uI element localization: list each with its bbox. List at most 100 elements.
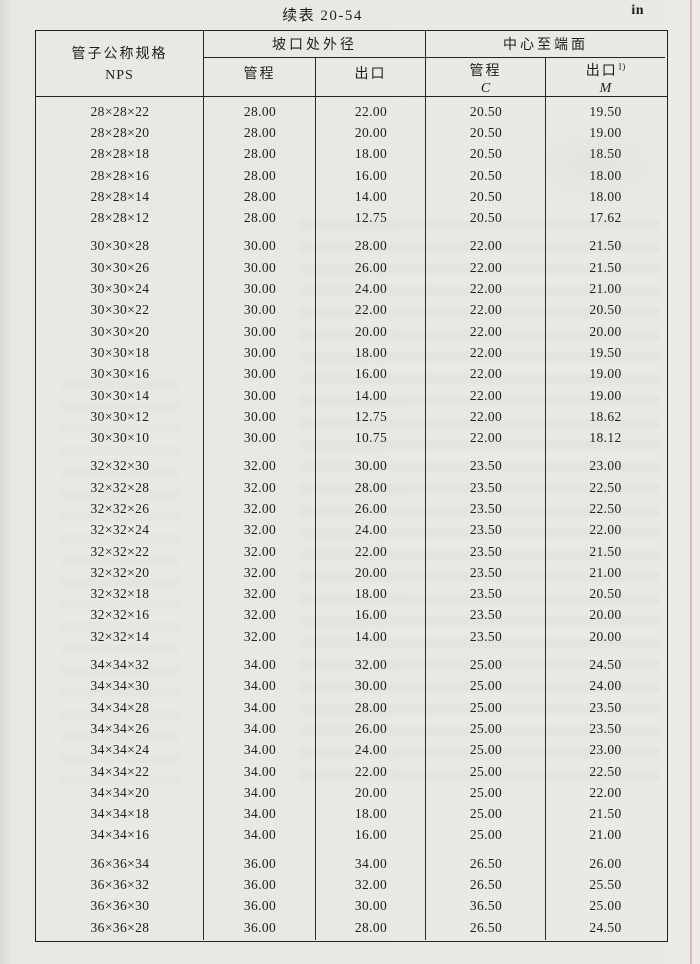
cell-od-outlet: 18.00: [354, 146, 388, 162]
cell-nps: 30×30×10: [90, 430, 150, 446]
cell-nps: 32×32×14: [90, 628, 150, 644]
cell-center-outlet-m: 19.00: [589, 124, 622, 140]
cell-od-run: 32.00: [243, 543, 277, 559]
cell-nps: 32×32×18: [90, 586, 150, 602]
cell-center-run-c: 22.00: [469, 430, 503, 446]
table-row: 32×32×20 32.00 20.00 23.50 21.00: [36, 562, 667, 583]
cell-center-run-c: 22.00: [469, 238, 503, 254]
cell-od-run: 36.00: [243, 919, 277, 935]
cell-nps: 30×30×18: [90, 344, 150, 360]
col-header-center-outlet: 出口1) M: [546, 58, 665, 96]
cell-nps: 36×36×30: [90, 898, 150, 914]
cell-od-run: 36.00: [243, 855, 277, 871]
cell-center-outlet-m: 23.50: [589, 720, 622, 736]
cell-center-outlet-m: 18.50: [589, 146, 622, 162]
table-row: 28×28×18 28.00 18.00 20.50 18.50: [36, 144, 667, 165]
cell-od-run: 28.00: [243, 188, 277, 204]
cell-od-outlet: 22.00: [354, 763, 388, 779]
cell-od-outlet: 32.00: [354, 657, 388, 673]
table-row: 30×30×26 30.00 26.00 22.00 21.50: [36, 257, 667, 278]
cell-center-outlet-m: 20.00: [589, 628, 622, 644]
cell-od-outlet: 22.00: [354, 302, 388, 318]
cell-nps: 36×36×32: [90, 877, 150, 893]
cell-nps: 34×34×26: [90, 720, 150, 736]
cell-od-run: 32.00: [243, 458, 277, 474]
cell-od-outlet: 30.00: [354, 898, 388, 914]
table-row: 34×34×26 34.00 26.00 25.00 23.50: [36, 718, 667, 739]
table-row: 28×28×12 28.00 12.75 20.50 17.62: [36, 207, 667, 228]
row-group: 30×30×28 30.00 28.00 22.00 21.50 30×30×2…: [36, 236, 667, 449]
nps-label-cn: 管子公称规格: [71, 47, 168, 62]
cell-center-outlet-m: 26.00: [589, 855, 622, 871]
cell-od-outlet: 18.00: [354, 344, 388, 360]
cell-nps: 34×34×28: [90, 699, 150, 715]
cell-center-run-c: 36.50: [469, 898, 503, 914]
table-row: 36×36×32 36.00 32.00 26.50 25.50: [36, 874, 667, 895]
cell-center-outlet-m: 19.50: [589, 103, 622, 119]
table-row: 32×32×22 32.00 22.00 23.50 21.50: [36, 541, 667, 562]
center-outlet-label: 出口1): [586, 60, 626, 80]
table-row: 30×30×14 30.00 14.00 22.00 19.00: [36, 385, 667, 406]
cell-center-outlet-m: 24.50: [589, 657, 622, 673]
cell-center-outlet-m: 21.50: [589, 238, 622, 254]
table-row: 36×36×30 36.00 30.00 36.50 25.00: [36, 896, 667, 917]
cell-nps: 36×36×34: [90, 855, 150, 871]
cell-od-outlet: 20.00: [354, 564, 388, 580]
cell-od-run: 28.00: [243, 167, 277, 183]
cell-center-outlet-m: 22.00: [589, 784, 622, 800]
cell-od-run: 30.00: [243, 344, 277, 360]
cell-center-run-c: 25.00: [469, 763, 503, 779]
cell-nps: 34×34×30: [90, 678, 150, 694]
cell-nps: 28×28×12: [90, 210, 150, 226]
cell-od-run: 30.00: [243, 366, 277, 382]
cell-center-run-c: 20.50: [469, 103, 503, 119]
cell-center-run-c: 23.50: [469, 607, 503, 623]
col-header-nps: 管子公称规格 NPS: [36, 31, 204, 96]
cell-od-run: 28.00: [243, 103, 277, 119]
cell-nps: 32×32×16: [90, 607, 150, 623]
cell-od-outlet: 26.00: [354, 720, 388, 736]
cell-nps: 32×32×20: [90, 564, 150, 580]
cell-center-outlet-m: 18.00: [589, 188, 622, 204]
table-row: 28×28×20 28.00 20.00 20.50 19.00: [36, 122, 667, 143]
cell-center-run-c: 22.00: [469, 408, 503, 424]
cell-center-run-c: 25.00: [469, 742, 503, 758]
cell-od-outlet: 22.00: [354, 103, 388, 119]
cell-od-run: 30.00: [243, 387, 277, 403]
cell-od-outlet: 32.00: [354, 877, 388, 893]
cell-od-outlet: 26.00: [354, 500, 388, 516]
nps-label-en: NPS: [105, 68, 134, 83]
cell-center-outlet-m: 24.50: [589, 919, 622, 935]
table-row: 32×32×16 32.00 16.00 23.50 20.00: [36, 605, 667, 626]
cell-od-outlet: 24.00: [354, 281, 388, 297]
cell-center-run-c: 22.00: [469, 281, 503, 297]
cell-center-run-c: 23.50: [469, 522, 503, 538]
table-row: 32×32×24 32.00 24.00 23.50 22.00: [36, 520, 667, 541]
table-row: 34×34×30 34.00 30.00 25.00 24.00: [36, 676, 667, 697]
cell-od-outlet: 24.00: [354, 522, 388, 538]
cell-nps: 32×32×28: [90, 479, 150, 495]
cell-center-outlet-m: 20.00: [589, 323, 622, 339]
table-row: 34×34×22 34.00 22.00 25.00 22.50: [36, 761, 667, 782]
cell-center-run-c: 22.00: [469, 366, 503, 382]
cell-center-run-c: 20.50: [469, 124, 503, 140]
cell-od-run: 32.00: [243, 500, 277, 516]
cell-nps: 30×30×22: [90, 302, 150, 318]
cell-center-run-c: 25.00: [469, 827, 503, 843]
cell-od-run: 34.00: [243, 720, 277, 736]
cell-od-run: 34.00: [243, 784, 277, 800]
table-row: 30×30×22 30.00 22.00 22.00 20.50: [36, 300, 667, 321]
table-row: 32×32×18 32.00 18.00 23.50 20.50: [36, 584, 667, 605]
cell-center-outlet-m: 24.00: [589, 678, 622, 694]
cell-nps: 30×30×28: [90, 238, 150, 254]
cell-center-outlet-m: 23.00: [589, 458, 622, 474]
cell-od-outlet: 12.75: [354, 210, 388, 226]
table-row: 32×32×26 32.00 26.00 23.50 22.50: [36, 498, 667, 519]
table-row: 30×30×10 30.00 10.75 22.00 18.12: [36, 427, 667, 448]
cell-center-run-c: 20.50: [469, 188, 503, 204]
cell-od-run: 28.00: [243, 146, 277, 162]
table-body: 28×28×22 28.00 22.00 20.50 19.50 28×28×2…: [36, 97, 667, 940]
cell-center-outlet-m: 23.00: [589, 742, 622, 758]
cell-od-run: 36.00: [243, 898, 277, 914]
cell-od-run: 30.00: [243, 259, 277, 275]
